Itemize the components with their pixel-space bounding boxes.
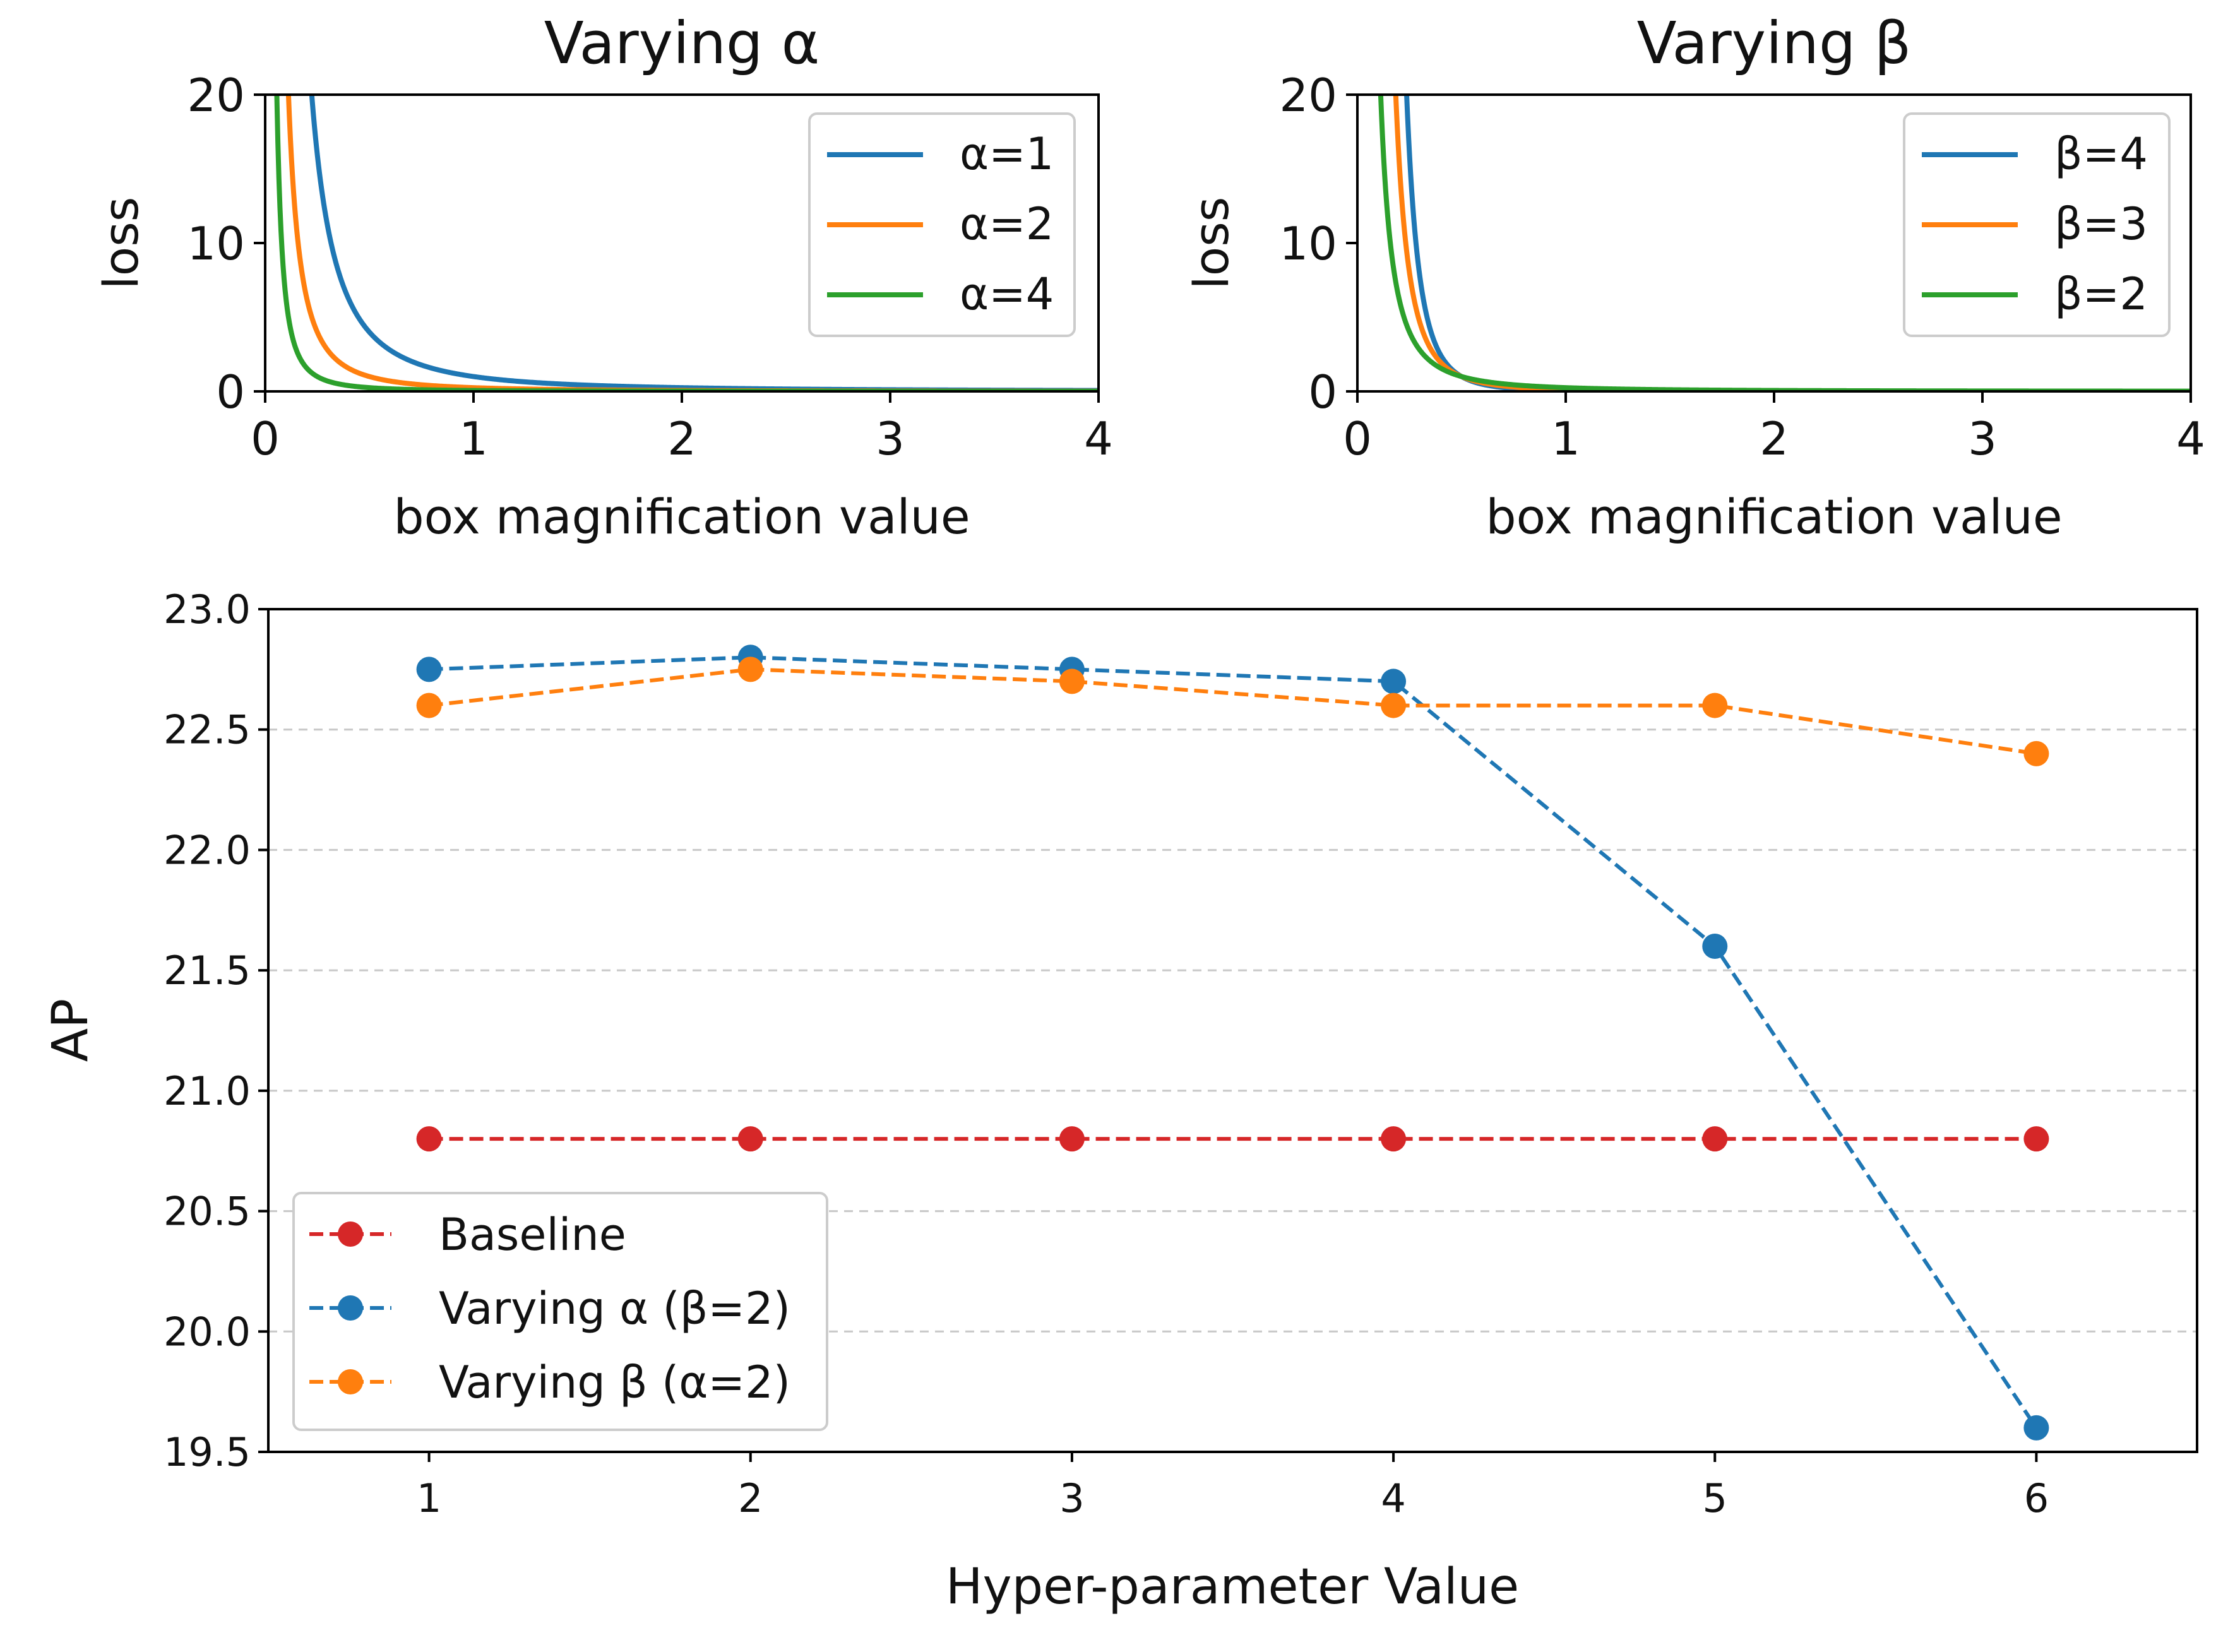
legend-label: α=1 bbox=[960, 128, 1054, 180]
data-point bbox=[416, 1126, 442, 1152]
data-point bbox=[1059, 669, 1085, 694]
x-tick-label: 2 bbox=[1760, 412, 1789, 465]
y-tick-label: 20 bbox=[187, 69, 245, 122]
series-group bbox=[416, 645, 2049, 1441]
x-tick-label: 0 bbox=[251, 412, 280, 465]
y-tick-label: 22.0 bbox=[164, 827, 251, 873]
panel-varying-alpha: Varying α 0 1 2 3 4 0 10 20 box magnification v… bbox=[93, 9, 1113, 545]
x-tick-label: 1 bbox=[417, 1475, 441, 1521]
legend-marker bbox=[338, 1221, 363, 1247]
data-point bbox=[1381, 669, 1407, 694]
x-tick-label: 1 bbox=[459, 412, 488, 465]
x-tick-label: 1 bbox=[1551, 412, 1580, 465]
data-point bbox=[737, 657, 763, 682]
x-axis-label: Hyper-parameter Value bbox=[946, 1559, 1519, 1615]
x-tick-label: 2 bbox=[667, 412, 696, 465]
legend-marker bbox=[338, 1369, 363, 1394]
data-point bbox=[416, 692, 442, 718]
legend-marker bbox=[338, 1295, 363, 1321]
series-line bbox=[429, 655, 2038, 1429]
x-tick-label: 3 bbox=[1059, 1475, 1084, 1521]
y-tick-label: 20 bbox=[1279, 69, 1337, 122]
legend-box bbox=[292, 1192, 828, 1431]
data-point bbox=[2023, 1415, 2049, 1441]
legend-label: Varying β (α=2) bbox=[439, 1357, 790, 1408]
data-point bbox=[2023, 1126, 2049, 1152]
y-axis-label: AP bbox=[42, 999, 99, 1062]
y-tick-label: 23.0 bbox=[164, 586, 251, 633]
y-tick-label: 22.5 bbox=[164, 707, 251, 753]
legend-label: α=4 bbox=[960, 268, 1054, 320]
tick-group: 0 1 2 3 4 0 10 20 bbox=[187, 69, 1113, 465]
data-point bbox=[1702, 1126, 1728, 1152]
y-tick-label: 20.5 bbox=[164, 1189, 251, 1235]
y-tick-label: 21.5 bbox=[164, 948, 251, 994]
data-point bbox=[416, 657, 442, 682]
legend: Baseline Varying α (β=2) Varying β (α=2) bbox=[292, 1192, 828, 1431]
legend-box bbox=[1903, 112, 2171, 337]
plot-frame bbox=[267, 608, 2198, 1453]
data-point bbox=[2023, 740, 2049, 766]
chart-title: Varying β bbox=[1637, 9, 1912, 77]
x-tick-label: 4 bbox=[1381, 1475, 1405, 1521]
data-point bbox=[1059, 1126, 1085, 1152]
data-point bbox=[1381, 692, 1407, 718]
y-tick-label: 10 bbox=[1279, 217, 1337, 270]
x-axis-label: box magnification value bbox=[1486, 489, 2062, 545]
y-tick-label: 20.0 bbox=[164, 1309, 251, 1355]
legend-label: β=4 bbox=[2054, 128, 2148, 180]
x-tick-label: 0 bbox=[1343, 412, 1372, 465]
y-tick-label: 19.5 bbox=[164, 1429, 251, 1475]
series-line bbox=[429, 667, 2037, 756]
y-axis-label: loss bbox=[1183, 197, 1239, 290]
legend-label: Baseline bbox=[439, 1209, 626, 1261]
y-tick-label: 0 bbox=[216, 365, 245, 419]
legend: α=1 α=2 α=4 bbox=[808, 112, 1076, 337]
x-tick-label: 4 bbox=[2176, 412, 2205, 465]
data-point bbox=[737, 1126, 763, 1152]
tick-group: 0 1 2 3 4 0 10 20 bbox=[1279, 69, 2205, 465]
data-point bbox=[1381, 1126, 1407, 1152]
x-tick-label: 6 bbox=[2024, 1475, 2049, 1521]
x-tick-label: 3 bbox=[1968, 412, 1997, 465]
tick-group: 19.5 20.0 20.5 21.0 21.5 22.0 22.5 23.0 1 2 3 4 5 6 bbox=[164, 586, 2049, 1521]
y-axis-label: loss bbox=[93, 197, 149, 290]
data-point bbox=[1702, 692, 1728, 718]
x-tick-label: 3 bbox=[876, 412, 905, 465]
y-tick-label: 10 bbox=[187, 217, 245, 270]
legend-box bbox=[808, 112, 1076, 337]
legend-label: α=2 bbox=[960, 198, 1054, 250]
chart-title: Varying α bbox=[544, 9, 820, 77]
x-tick-label: 4 bbox=[1084, 412, 1113, 465]
legend: β=4 β=3 β=2 bbox=[1903, 112, 2171, 337]
legend-label: β=2 bbox=[2054, 268, 2148, 320]
x-tick-label: 2 bbox=[738, 1475, 763, 1521]
x-axis-label: box magnification value bbox=[393, 489, 970, 545]
x-tick-label: 5 bbox=[1703, 1475, 1727, 1521]
legend-label: Varying α (β=2) bbox=[439, 1283, 790, 1334]
y-tick-label: 21.0 bbox=[164, 1068, 251, 1114]
data-point bbox=[1702, 934, 1728, 959]
y-tick-label: 0 bbox=[1308, 365, 1337, 419]
panel-varying-beta: Varying β 0 1 2 3 4 0 10 20 box magnification v… bbox=[1183, 9, 2205, 545]
panel-ap-hyperparameter: 19.5 20.0 20.5 21.0 21.5 22.0 22.5 23.0 1 2 3 4 5 6 H… bbox=[42, 586, 2198, 1615]
legend-label: β=3 bbox=[2054, 198, 2148, 250]
